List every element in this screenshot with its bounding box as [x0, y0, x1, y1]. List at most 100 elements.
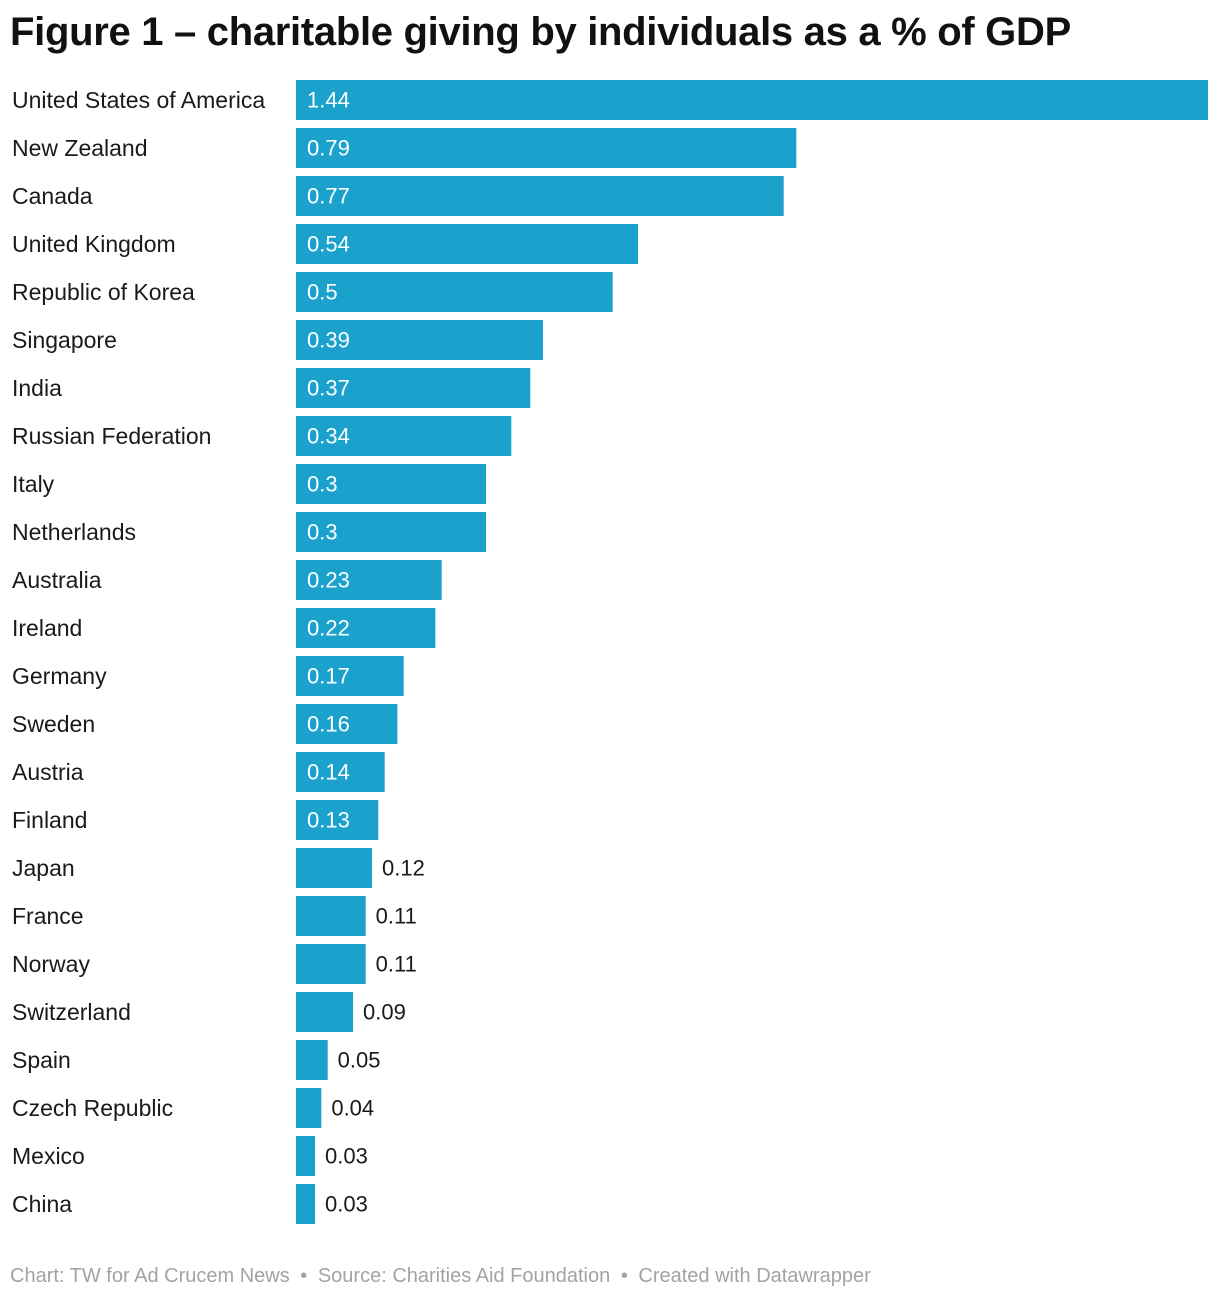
value-label: 0.37 — [307, 376, 350, 401]
category-label: Norway — [12, 951, 90, 977]
bar-row-india: India 0.37 — [12, 368, 531, 408]
bar — [296, 848, 372, 888]
bar-row-norway: Norway 0.11 — [12, 944, 417, 984]
bar — [296, 416, 512, 456]
chart-title: Figure 1 – charitable giving by individu… — [10, 10, 1071, 54]
bar — [296, 656, 404, 696]
bar — [296, 512, 486, 552]
bar-row-china: China 0.03 — [12, 1184, 368, 1224]
category-label: Canada — [12, 183, 93, 209]
category-label: France — [12, 903, 84, 929]
bar — [296, 800, 379, 840]
bar-row-australia: Australia 0.23 — [12, 560, 442, 600]
bar — [296, 752, 385, 792]
value-label: 0.54 — [307, 232, 350, 257]
category-label: Mexico — [12, 1143, 85, 1169]
bar — [296, 896, 366, 936]
created-with: Created with Datawrapper — [638, 1265, 871, 1287]
bar-row-new-zealand: New Zealand 0.79 — [12, 128, 797, 168]
bar-row-russian-federation: Russian Federation 0.34 — [12, 416, 512, 456]
value-label: 0.13 — [307, 808, 350, 833]
value-label: 0.04 — [331, 1096, 374, 1121]
category-label: Russian Federation — [12, 423, 211, 449]
bar — [296, 1184, 315, 1224]
footer-separator: • — [300, 1265, 308, 1287]
bar — [296, 80, 1208, 120]
value-label: 0.11 — [376, 952, 417, 977]
bar-row-mexico: Mexico 0.03 — [12, 1136, 368, 1176]
bar — [296, 560, 442, 600]
value-label: 0.77 — [307, 184, 350, 209]
bar — [296, 224, 638, 264]
bar-row-czech-republic: Czech Republic 0.04 — [12, 1088, 374, 1128]
value-label: 0.09 — [363, 1000, 406, 1025]
value-label: 0.05 — [338, 1048, 381, 1073]
value-label: 0.12 — [382, 856, 425, 881]
bar-row-united-kingdom: United Kingdom 0.54 — [12, 224, 638, 264]
bar-row-germany: Germany 0.17 — [12, 656, 404, 696]
value-label: 1.44 — [307, 88, 350, 113]
value-label: 0.3 — [307, 472, 338, 497]
category-label: India — [12, 375, 62, 401]
category-label: Japan — [12, 855, 75, 881]
category-label: Italy — [12, 471, 55, 497]
value-label: 0.03 — [325, 1192, 368, 1217]
bar — [296, 944, 366, 984]
bar-row-singapore: Singapore 0.39 — [12, 320, 543, 360]
value-label: 0.34 — [307, 424, 350, 449]
bar-row-france: France 0.11 — [12, 896, 417, 936]
category-label: Spain — [12, 1047, 71, 1073]
category-label: Germany — [12, 663, 107, 689]
value-label: 0.16 — [307, 712, 350, 737]
value-label: 0.39 — [307, 328, 350, 353]
value-label: 0.22 — [307, 616, 350, 641]
value-label: 0.5 — [307, 280, 338, 305]
bar-row-netherlands: Netherlands 0.3 — [12, 512, 486, 552]
value-label: 0.14 — [307, 760, 350, 785]
category-label: United Kingdom — [12, 231, 176, 257]
bar-row-united-states-of-america: United States of America 1.44 — [12, 80, 1208, 120]
category-label: Ireland — [12, 615, 82, 641]
chart-source: Source: Charities Aid Foundation — [317, 1265, 611, 1287]
bar — [296, 704, 398, 744]
category-label: Sweden — [12, 711, 95, 737]
category-label: Netherlands — [12, 519, 136, 545]
value-label: 0.17 — [307, 664, 350, 689]
category-label: New Zealand — [12, 135, 148, 161]
bar-row-canada: Canada 0.77 — [12, 176, 784, 216]
category-label: Australia — [12, 567, 102, 593]
bar — [296, 1040, 328, 1080]
bar — [296, 320, 543, 360]
value-label: 0.03 — [325, 1144, 368, 1169]
bar — [296, 128, 797, 168]
bar — [296, 1136, 315, 1176]
bar — [296, 272, 613, 312]
chart-credit: Chart: TW for Ad Crucem News — [10, 1265, 290, 1287]
category-label: Switzerland — [12, 999, 131, 1025]
bar-row-austria: Austria 0.14 — [12, 752, 385, 792]
value-label: 0.3 — [307, 520, 338, 545]
bar-chart: United States of America 1.44 New Zealand 0… — [12, 80, 1208, 1224]
bar — [296, 1088, 322, 1128]
category-label: Republic of Korea — [12, 279, 195, 305]
category-label: Czech Republic — [12, 1095, 173, 1121]
chart-footer: Chart: TW for Ad Crucem News • Source: C… — [10, 1265, 871, 1288]
category-label: Austria — [12, 759, 84, 785]
value-label: 0.23 — [307, 568, 350, 593]
bar-row-spain: Spain 0.05 — [12, 1040, 380, 1080]
bar — [296, 176, 784, 216]
category-label: United States of America — [12, 87, 265, 113]
value-label: 0.79 — [307, 136, 350, 161]
bar — [296, 992, 353, 1032]
category-label: Finland — [12, 807, 87, 833]
category-label: China — [12, 1191, 72, 1217]
category-label: Singapore — [12, 327, 117, 353]
bar-row-republic-of-korea: Republic of Korea 0.5 — [12, 272, 613, 312]
value-label: 0.11 — [376, 904, 417, 929]
footer-separator: • — [620, 1265, 628, 1287]
bar-row-italy: Italy 0.3 — [12, 464, 486, 504]
bar-row-switzerland: Switzerland 0.09 — [12, 992, 406, 1032]
bar-row-finland: Finland 0.13 — [12, 800, 379, 840]
bar — [296, 608, 436, 648]
bar — [296, 368, 531, 408]
